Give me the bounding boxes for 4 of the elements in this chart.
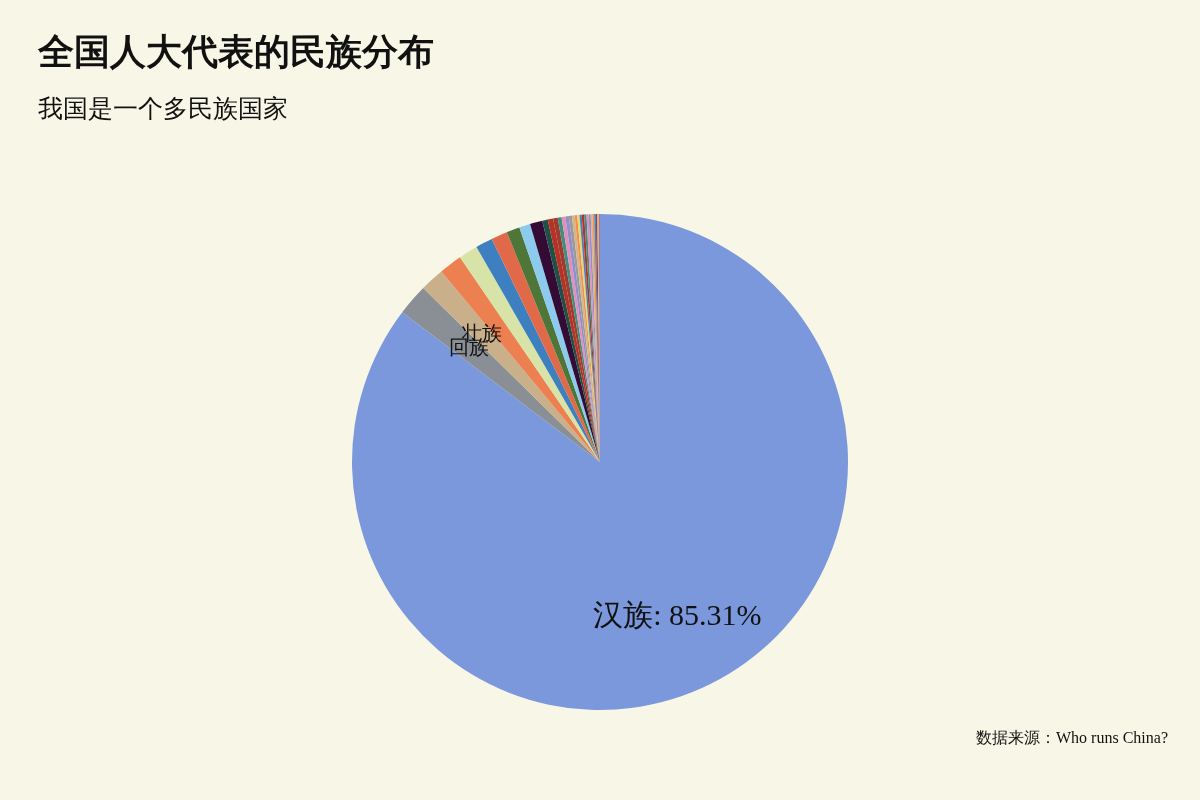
source-note: 数据来源：Who runs China?	[976, 728, 1168, 748]
slice-label: 汉族: 85.31%	[593, 598, 762, 632]
chart-title: 全国人大代表的民族分布	[38, 31, 434, 74]
chart-subtitle: 我国是一个多民族国家	[38, 94, 288, 124]
